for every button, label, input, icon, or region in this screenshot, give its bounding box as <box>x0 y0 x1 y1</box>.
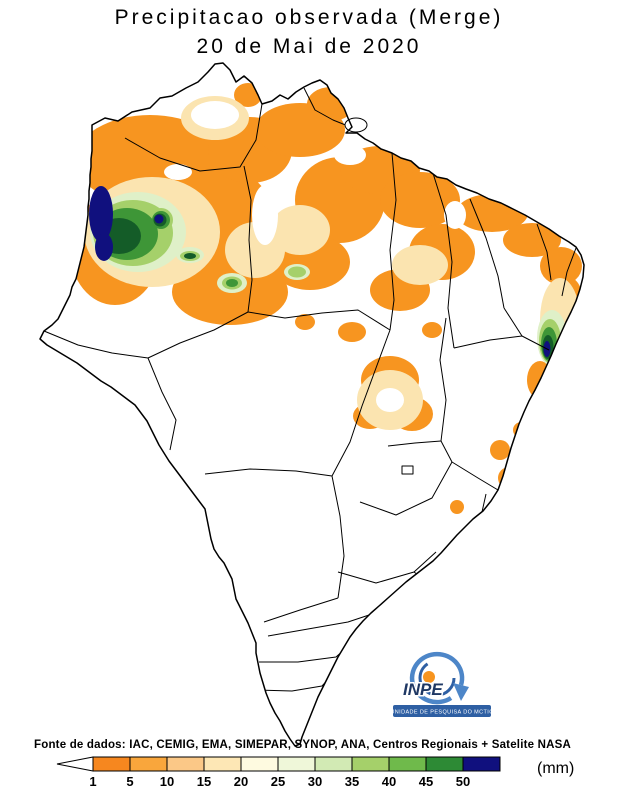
inpe-inner-orbit-icon <box>418 659 456 697</box>
legend-tick-label: 5 <box>126 774 133 789</box>
legend-cell <box>314 756 353 772</box>
legend-cell <box>351 756 390 772</box>
inpe-orbit-icon <box>409 651 465 705</box>
legend-tick-label: 20 <box>234 774 248 789</box>
inpe-arrow-icon <box>453 683 469 701</box>
map-title: Precipitacao observada (Merge) 20 de Mai… <box>0 6 618 59</box>
inpe-logo-text: INPE <box>403 680 443 699</box>
brazil-outline <box>39 62 585 747</box>
precip-layer-orange <box>70 83 583 517</box>
legend-tick-label: 25 <box>271 774 285 789</box>
legend-cell <box>277 756 316 772</box>
legend-tick-label: 50 <box>456 774 470 789</box>
legend-tick-label: 1 <box>89 774 96 789</box>
title-line1: Precipitacao observada (Merge) <box>114 6 504 29</box>
precipitation-legend: 1 5 10 15 20 25 30 35 40 45 50 <box>55 755 515 791</box>
precipitation-layers <box>70 83 583 517</box>
legend-tick-label: 45 <box>419 774 433 789</box>
legend-cell <box>129 756 168 772</box>
legend-cell <box>425 756 464 772</box>
legend-tick-label: 35 <box>345 774 359 789</box>
legend-tick-label: 15 <box>197 774 211 789</box>
inpe-logo: INPE UNIDADE DE PESQUISA DO MCTIC <box>390 651 493 717</box>
legend-cell <box>92 756 131 772</box>
state-boundaries <box>43 87 577 692</box>
legend-cell <box>203 756 242 772</box>
inpe-logo-background <box>410 651 464 705</box>
legend-cell <box>462 756 501 772</box>
legend-tick-label: 10 <box>160 774 174 789</box>
legend-cell <box>388 756 427 772</box>
precip-layer-navy <box>89 186 551 357</box>
legend-arrow-icon <box>56 756 94 772</box>
inpe-orange-dot-icon <box>423 671 435 683</box>
legend-tick-label: 40 <box>382 774 396 789</box>
precip-layer-drygaps <box>164 101 466 412</box>
legend-cell <box>240 756 279 772</box>
data-source-text: Fonte de dados: IAC, CEMIG, EMA, SIMEPAR… <box>34 739 571 751</box>
inpe-banner <box>393 705 491 717</box>
inpe-banner-text: UNIDADE DE PESQUISA DO MCTIC <box>390 710 493 716</box>
legend-tick-label: 30 <box>308 774 322 789</box>
legend-colorbar: 1 5 10 15 20 25 30 35 40 45 50 <box>56 756 501 789</box>
legend-unit: (mm) <box>537 760 575 777</box>
title-line2: 20 de Mai de 2020 <box>196 35 422 58</box>
legend-cell <box>166 756 205 772</box>
